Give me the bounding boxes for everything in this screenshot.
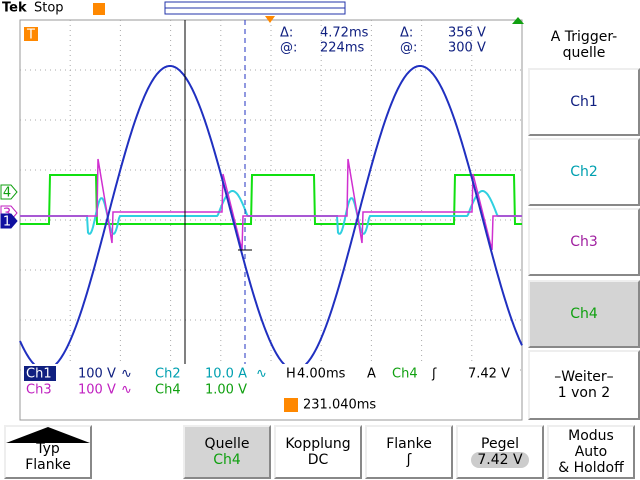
readout-bg	[22, 364, 520, 418]
side-menu-button[interactable]: Ch2	[528, 138, 640, 206]
cursor-readout: 300 V	[448, 41, 486, 56]
menu-text: & Holdoff	[558, 460, 624, 476]
menu-text: Quelle	[204, 436, 250, 452]
readout-text: A	[367, 367, 376, 382]
menu-text: Modus	[568, 428, 614, 444]
readout-text: Ch4	[155, 383, 181, 398]
readout-text: Ch2	[155, 367, 181, 382]
menu-text: Ch4	[570, 306, 598, 322]
menu-text: 7.42 V	[471, 452, 529, 468]
bottom-menu-button[interactable]: Typ Flanke	[4, 425, 92, 479]
side-menu-button[interactable]: Ch1	[528, 68, 640, 136]
menu-text: 1 von 2	[557, 385, 611, 401]
status: Stop	[34, 1, 64, 16]
trigger-marker: T	[26, 28, 35, 43]
ch1-label-bg	[24, 366, 56, 381]
readout-text: 100 V	[78, 383, 116, 398]
readout-text: ʃ	[431, 367, 437, 382]
menu-text: Pegel	[481, 436, 519, 452]
cursor-readout: Δ:	[400, 26, 413, 41]
readout-text: 1.00 V	[205, 383, 247, 398]
bottom-menu-button[interactable]: Quelle Ch4	[183, 425, 271, 479]
channel-marker-bg	[0, 184, 18, 200]
side-menu-title: A Trigger-quelle	[528, 22, 640, 68]
menu-text: Kopplung	[285, 436, 351, 452]
channel-marker: 4	[3, 186, 11, 201]
bottom-menu-button[interactable]: Pegel 7.42 V	[456, 425, 544, 479]
channel-marker-bg	[0, 213, 18, 229]
menu-text: Ch2	[570, 164, 598, 180]
menu-text: –Weiter–	[554, 369, 614, 385]
menu-text: Ch1	[570, 94, 598, 110]
trigger-point	[265, 16, 275, 23]
trigger-pos-icon	[284, 398, 298, 412]
menu-text: Auto	[574, 444, 608, 460]
menu-text: quelle	[562, 45, 606, 61]
brand: Tek	[2, 1, 27, 16]
readout-text: 10.0 A	[205, 367, 247, 382]
readout-text: ∿	[121, 383, 132, 398]
menu-text: Ch3	[570, 234, 598, 250]
menu-text: Ch4	[213, 452, 241, 468]
trigger-level	[512, 17, 524, 24]
cursor-readout: @:	[400, 41, 417, 56]
cursor-readout: 224ms	[320, 41, 364, 56]
bottom-menu-button[interactable]: Kopplung DC	[274, 425, 362, 479]
menu-text: ʃ	[406, 452, 412, 468]
ch1-trace	[19, 65, 523, 371]
bottom-menu-button[interactable]: Flanke ʃ	[365, 425, 453, 479]
menu-text: Flanke	[386, 436, 432, 452]
menu-text: Typ	[36, 441, 60, 457]
menu-text: DC	[307, 452, 329, 468]
cursor-readout: 356 V	[448, 26, 486, 41]
bottom-menu-button[interactable]: Modus Auto & Holdoff	[547, 425, 635, 479]
cursor-readout: 4.72ms	[320, 26, 369, 41]
readout-text: 100 V	[78, 367, 116, 382]
trigger-marker-box	[24, 27, 38, 41]
menu-text: A Trigger-	[550, 29, 618, 45]
menu-arrow	[6, 427, 90, 443]
ch4-trace	[20, 174, 522, 225]
menu-text: Flanke	[25, 457, 71, 473]
channel-marker: 1	[3, 215, 11, 230]
readout-text: ∿	[256, 367, 267, 382]
trigger-pos-icon	[93, 3, 105, 15]
ch3-trace	[20, 158, 522, 251]
readout-text: 7.42 V	[468, 367, 510, 382]
trigger-position: 231.040ms	[303, 398, 376, 413]
readout-text: Ch4	[392, 367, 418, 382]
side-menu-button[interactable]: Ch3	[528, 208, 640, 276]
readout-text: 4.00ms	[297, 367, 346, 382]
readout-text: Ch3	[26, 383, 52, 398]
cursor-readout: @:	[280, 41, 297, 56]
readout-text: H	[286, 367, 296, 382]
cursor-readout: Δ:	[280, 26, 293, 41]
side-menu-button[interactable]: –Weiter– 1 von 2	[528, 350, 640, 420]
readout-text: Ch1	[26, 367, 52, 382]
readout-text: ∿	[121, 367, 132, 382]
side-menu-button[interactable]: Ch4	[528, 280, 640, 348]
